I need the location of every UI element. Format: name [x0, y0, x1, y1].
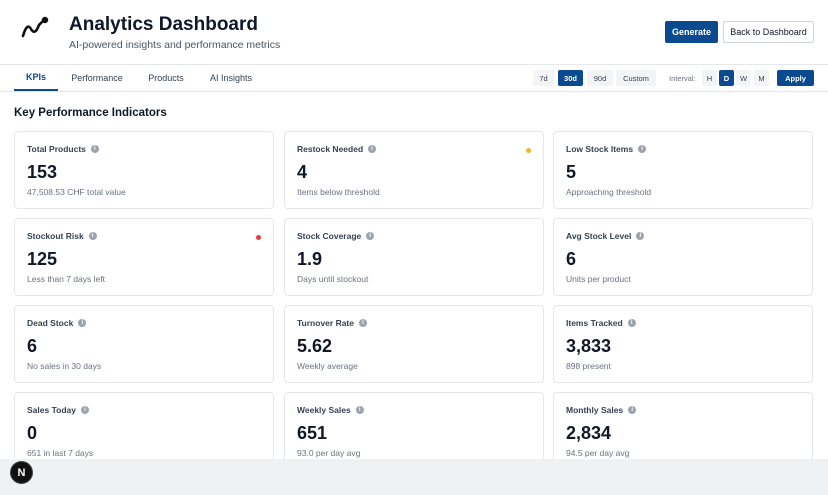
kpi-card-sales-today: Sales Today i 0 651 in last 7 days [14, 392, 274, 470]
info-icon[interactable]: i [368, 145, 377, 153]
kpi-subtext: Items below threshold [297, 187, 380, 197]
tab-bar: KPIs Performance Products AI Insights 7d… [0, 65, 828, 92]
kpi-value: 5.62 [297, 336, 333, 356]
kpi-card-stockout-risk: Stockout Risk i 125 Less than 7 days left [14, 218, 274, 296]
kpi-value: 6 [566, 249, 577, 269]
kpi-value: 6 [27, 336, 38, 356]
kpi-subtext: Units per product [566, 274, 631, 284]
page-subtitle: AI-powered insights and performance metr… [69, 39, 281, 51]
kpi-value: 5 [566, 162, 577, 182]
kpi-subtext: No sales in 30 days [27, 361, 102, 371]
tab-products[interactable]: Products [148, 73, 184, 83]
kpi-label: Restock Needed [297, 144, 364, 154]
generate-button[interactable]: Generate [665, 21, 718, 43]
kpi-subtext: Weekly average [297, 361, 358, 371]
kpi-label: Stockout Risk [27, 231, 84, 241]
kpi-card-restock-needed: Restock Needed i 4 Items below threshold [284, 131, 544, 209]
tab-performance[interactable]: Performance [71, 73, 123, 83]
interval-day-button[interactable]: D [719, 70, 734, 86]
kpi-label: Monthly Sales [566, 405, 624, 415]
info-icon[interactable]: i [636, 232, 645, 240]
interval-month-button[interactable]: M [754, 70, 769, 86]
kpi-value: 651 [297, 423, 328, 443]
kpi-card-avg-stock-level: Avg Stock Level i 6 Units per product [553, 218, 813, 296]
kpi-value: 125 [27, 249, 58, 269]
kpi-subtext: Less than 7 days left [27, 274, 105, 284]
info-icon[interactable]: i [366, 232, 375, 240]
kpi-label: Weekly Sales [297, 405, 351, 415]
bottom-overlay [0, 459, 828, 495]
range-90d-button[interactable]: 90d [587, 70, 613, 86]
kpi-label: Sales Today [27, 405, 76, 415]
warning-dot-icon [526, 148, 531, 153]
kpi-subtext: Approaching threshold [566, 187, 652, 197]
kpi-subtext: 93.0 per day avg [297, 448, 361, 458]
info-icon[interactable]: i [628, 406, 637, 414]
tab-kpis[interactable]: KPIs [14, 65, 58, 91]
kpi-label: Avg Stock Level [566, 231, 632, 241]
range-custom-button[interactable]: Custom [616, 70, 656, 86]
kpi-subtext: 898 present [566, 361, 611, 371]
info-icon[interactable]: i [627, 319, 636, 327]
info-icon[interactable]: i [80, 406, 89, 414]
info-icon[interactable]: i [90, 145, 99, 153]
kpi-label: Turnover Rate [297, 318, 354, 328]
kpi-subtext: 94.5 per day avg [566, 448, 630, 458]
kpi-card-low-stock-items: Low Stock Items i 5 Approaching threshold [553, 131, 813, 209]
info-icon[interactable]: i [359, 319, 367, 327]
info-icon[interactable]: i [638, 145, 647, 153]
interval-hour-button[interactable]: H [702, 70, 717, 86]
kpi-subtext: Days until stockout [297, 274, 369, 284]
kpi-card-turnover-rate: Turnover Rate i 5.62 Weekly average [284, 305, 544, 383]
info-icon[interactable]: i [355, 406, 364, 414]
kpi-label: Items Tracked [566, 318, 623, 328]
kpi-card-items-tracked: Items Tracked i 3,833 898 present [553, 305, 813, 383]
kpi-card-monthly-sales: Monthly Sales i 2,834 94.5 per day avg [553, 392, 813, 470]
kpi-subtext: 651 in last 7 days [27, 448, 94, 458]
kpi-card-total-products: Total Products i 153 47,508.53 CHF total … [14, 131, 274, 209]
back-to-dashboard-button[interactable]: Back to Dashboard [723, 21, 814, 43]
range-30d-button[interactable]: 30d [558, 70, 583, 86]
kpi-label: Stock Coverage [297, 231, 362, 241]
kpi-value: 2,834 [566, 423, 612, 443]
section-title: Key Performance Indicators [14, 107, 167, 119]
kpi-card-weekly-sales: Weekly Sales i 651 93.0 per day avg [284, 392, 544, 470]
info-icon[interactable]: i [88, 232, 97, 240]
kpi-section: Key Performance Indicators Total Product… [0, 92, 828, 470]
kpi-card-stock-coverage: Stock Coverage i 1.9 Days until stockout [284, 218, 544, 296]
kpi-label: Total Products [27, 144, 86, 154]
kpi-value: 1.9 [297, 249, 323, 269]
tab-ai-insights[interactable]: AI Insights [209, 73, 253, 83]
interval-label: Interval: [669, 73, 696, 83]
analytics-logo-icon [21, 16, 49, 38]
kpi-label: Dead Stock [27, 318, 74, 328]
kpi-label: Low Stock Items [566, 144, 634, 154]
range-7d-button[interactable]: 7d [533, 70, 554, 86]
kpi-card-dead-stock: Dead Stock i 6 No sales in 30 days [14, 305, 274, 383]
interval-week-button[interactable]: W [736, 70, 751, 86]
kpi-value: 3,833 [566, 336, 612, 356]
kpi-value: 153 [27, 162, 58, 182]
kpi-subtext: 47,508.53 CHF total value [27, 187, 126, 197]
kpi-value: 0 [27, 423, 38, 443]
kpi-value: 4 [297, 162, 308, 182]
danger-dot-icon [256, 235, 261, 240]
nextjs-dev-badge-icon[interactable]: N [10, 461, 33, 484]
page-title: Analytics Dashboard [69, 14, 258, 35]
app-header: Analytics Dashboard AI-powered insights … [0, 0, 828, 65]
info-icon[interactable]: i [78, 319, 87, 327]
apply-button[interactable]: Apply [777, 70, 814, 86]
